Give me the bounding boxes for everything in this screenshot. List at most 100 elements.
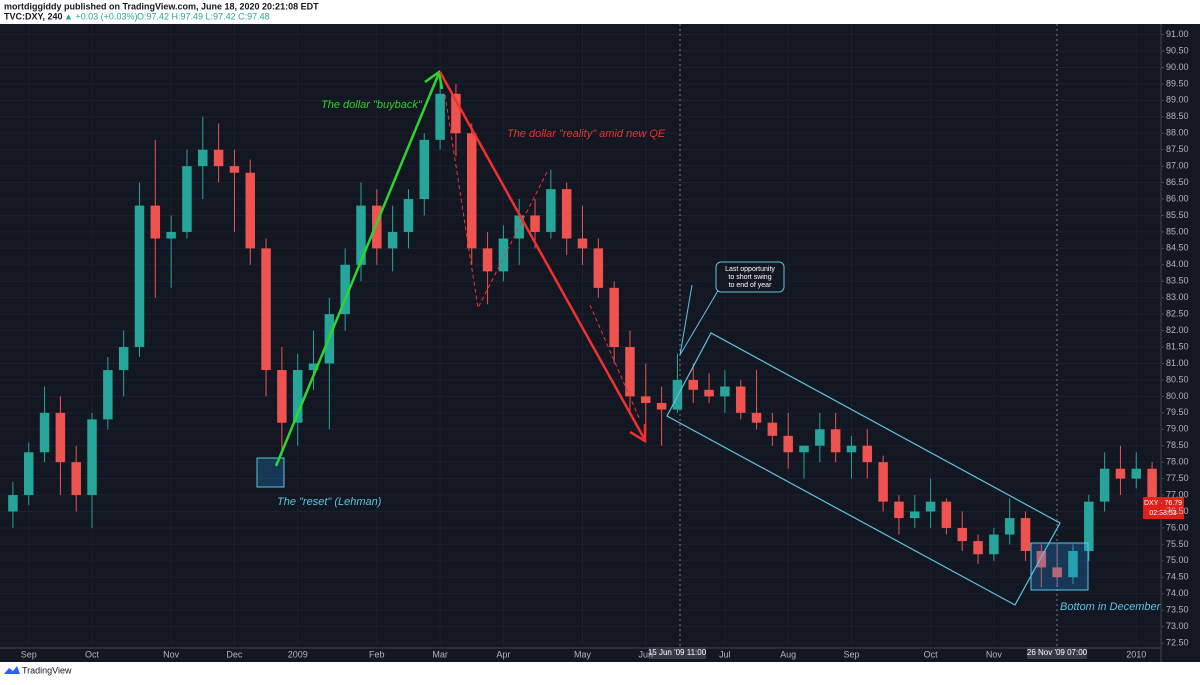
candle-body: [356, 205, 366, 265]
y-tick-label: 76.50: [1166, 506, 1189, 516]
x-tick-label: Oct: [85, 649, 100, 659]
candle-body: [688, 379, 698, 390]
candle-body: [213, 149, 224, 167]
y-tick-label: 80.00: [1166, 391, 1189, 401]
y-tick-label: 85.50: [1166, 210, 1189, 220]
candle-body: [1004, 518, 1015, 535]
candle-body: [783, 435, 793, 453]
x-tick-label: May: [574, 649, 592, 659]
candle-body: [830, 429, 841, 453]
x-tick-label: 2010: [1126, 649, 1146, 659]
arrow-head: [629, 424, 647, 444]
candle-body: [55, 412, 66, 463]
candle-body: [514, 215, 524, 239]
candle-body: [1020, 518, 1031, 551]
cursor-label-bg: [1027, 647, 1087, 659]
last-price-box: [1143, 497, 1184, 519]
symbol: TVC:DXY, 240: [4, 11, 63, 21]
brand[interactable]: TradingView: [22, 665, 72, 675]
change: ▲ +0.03 (+0.03%): [64, 11, 137, 21]
buyback-label: The dollar "buyback": [321, 99, 423, 111]
x-tick-label: Oct: [924, 649, 939, 659]
candle-body: [989, 534, 999, 555]
candle-body: [277, 370, 287, 423]
candle-body: [1147, 468, 1157, 502]
x-tick-label: Nov: [163, 649, 180, 659]
y-tick-label: 73.00: [1166, 621, 1189, 631]
y-tick-label: 76.00: [1166, 522, 1189, 532]
candles: [8, 74, 1157, 588]
candle-body: [1115, 468, 1126, 479]
candle-body: [1068, 550, 1078, 578]
candle-body: [229, 166, 240, 173]
candle-body: [150, 205, 161, 239]
y-tick-label: 79.50: [1166, 407, 1189, 417]
y-tick-label: 86.50: [1166, 177, 1189, 187]
candle-body: [8, 495, 18, 512]
cursor-label: 15 Jun '09 11:00: [648, 648, 707, 657]
y-tick-label: 73.50: [1166, 605, 1189, 615]
x-tick-label: Sep: [843, 649, 859, 659]
y-tick-label: 87.00: [1166, 161, 1189, 171]
reset-box: [256, 457, 285, 488]
candle-body: [672, 379, 683, 410]
candle-body: [767, 422, 778, 436]
x-tick-label: Nov: [986, 649, 1003, 659]
candle-body: [372, 205, 382, 249]
candle-body: [799, 445, 809, 453]
channel: [666, 332, 1061, 606]
candle-body: [340, 264, 350, 315]
reality-arrow: [438, 71, 647, 441]
bottom-box: [1030, 542, 1089, 591]
y-tick-label: 78.00: [1166, 457, 1189, 467]
callout-tail: [679, 284, 720, 356]
x-tick-label: Aug: [780, 649, 796, 659]
logo-icon: [4, 666, 20, 674]
candle-body: [403, 199, 414, 232]
candle-body: [103, 370, 113, 420]
candle-body: [87, 419, 97, 496]
candle-body: [1099, 468, 1110, 502]
candle-body: [1036, 550, 1047, 568]
cursor-label-bg: [649, 647, 706, 659]
candle-body: [878, 462, 888, 502]
candle-body: [451, 93, 461, 134]
candle-body: [656, 402, 667, 410]
candle-body: [577, 238, 588, 249]
y-tick-label: 89.50: [1166, 78, 1189, 88]
candle-body: [118, 347, 129, 371]
candle-body: [1052, 567, 1062, 578]
cursor-label: 26 Nov '09 07:00: [1027, 648, 1088, 657]
candle-body: [498, 238, 509, 272]
grid: [0, 24, 1161, 648]
x-tick-label: Mar: [432, 649, 448, 659]
buyback-arrow: [274, 72, 441, 467]
callout-text: to end of year: [729, 282, 772, 289]
y-tick-label: 74.50: [1166, 572, 1189, 582]
x-tick-label: Dec: [226, 649, 243, 659]
candle-body: [166, 231, 176, 239]
y-tick-label: 77.50: [1166, 473, 1189, 483]
candle-body: [419, 139, 430, 200]
y-tick-label: 81.50: [1166, 341, 1189, 351]
candle-body: [261, 248, 271, 371]
candle-body: [894, 501, 904, 519]
candle-body: [387, 231, 398, 249]
candle-body: [71, 462, 81, 496]
countdown: 02:38:53: [1149, 510, 1176, 517]
reset-label: The "reset" (Lehman): [277, 496, 382, 508]
candle-body: [957, 527, 967, 542]
y-tick-label: 72.50: [1166, 637, 1189, 647]
candle-body: [925, 501, 936, 512]
candle-body: [39, 412, 50, 453]
candle-body: [910, 511, 920, 519]
callout-text: to short swing: [728, 274, 771, 281]
candle-body: [435, 93, 445, 140]
y-tick-label: 90.00: [1166, 62, 1189, 72]
x-tick-label: Jun: [639, 649, 654, 659]
plot-bg: [0, 24, 1200, 662]
y-tick-label: 85.00: [1166, 226, 1189, 236]
candle-body: [292, 370, 303, 423]
bottom-label: Bottom in December: [1060, 601, 1162, 613]
y-tick-label: 74.00: [1166, 588, 1189, 598]
